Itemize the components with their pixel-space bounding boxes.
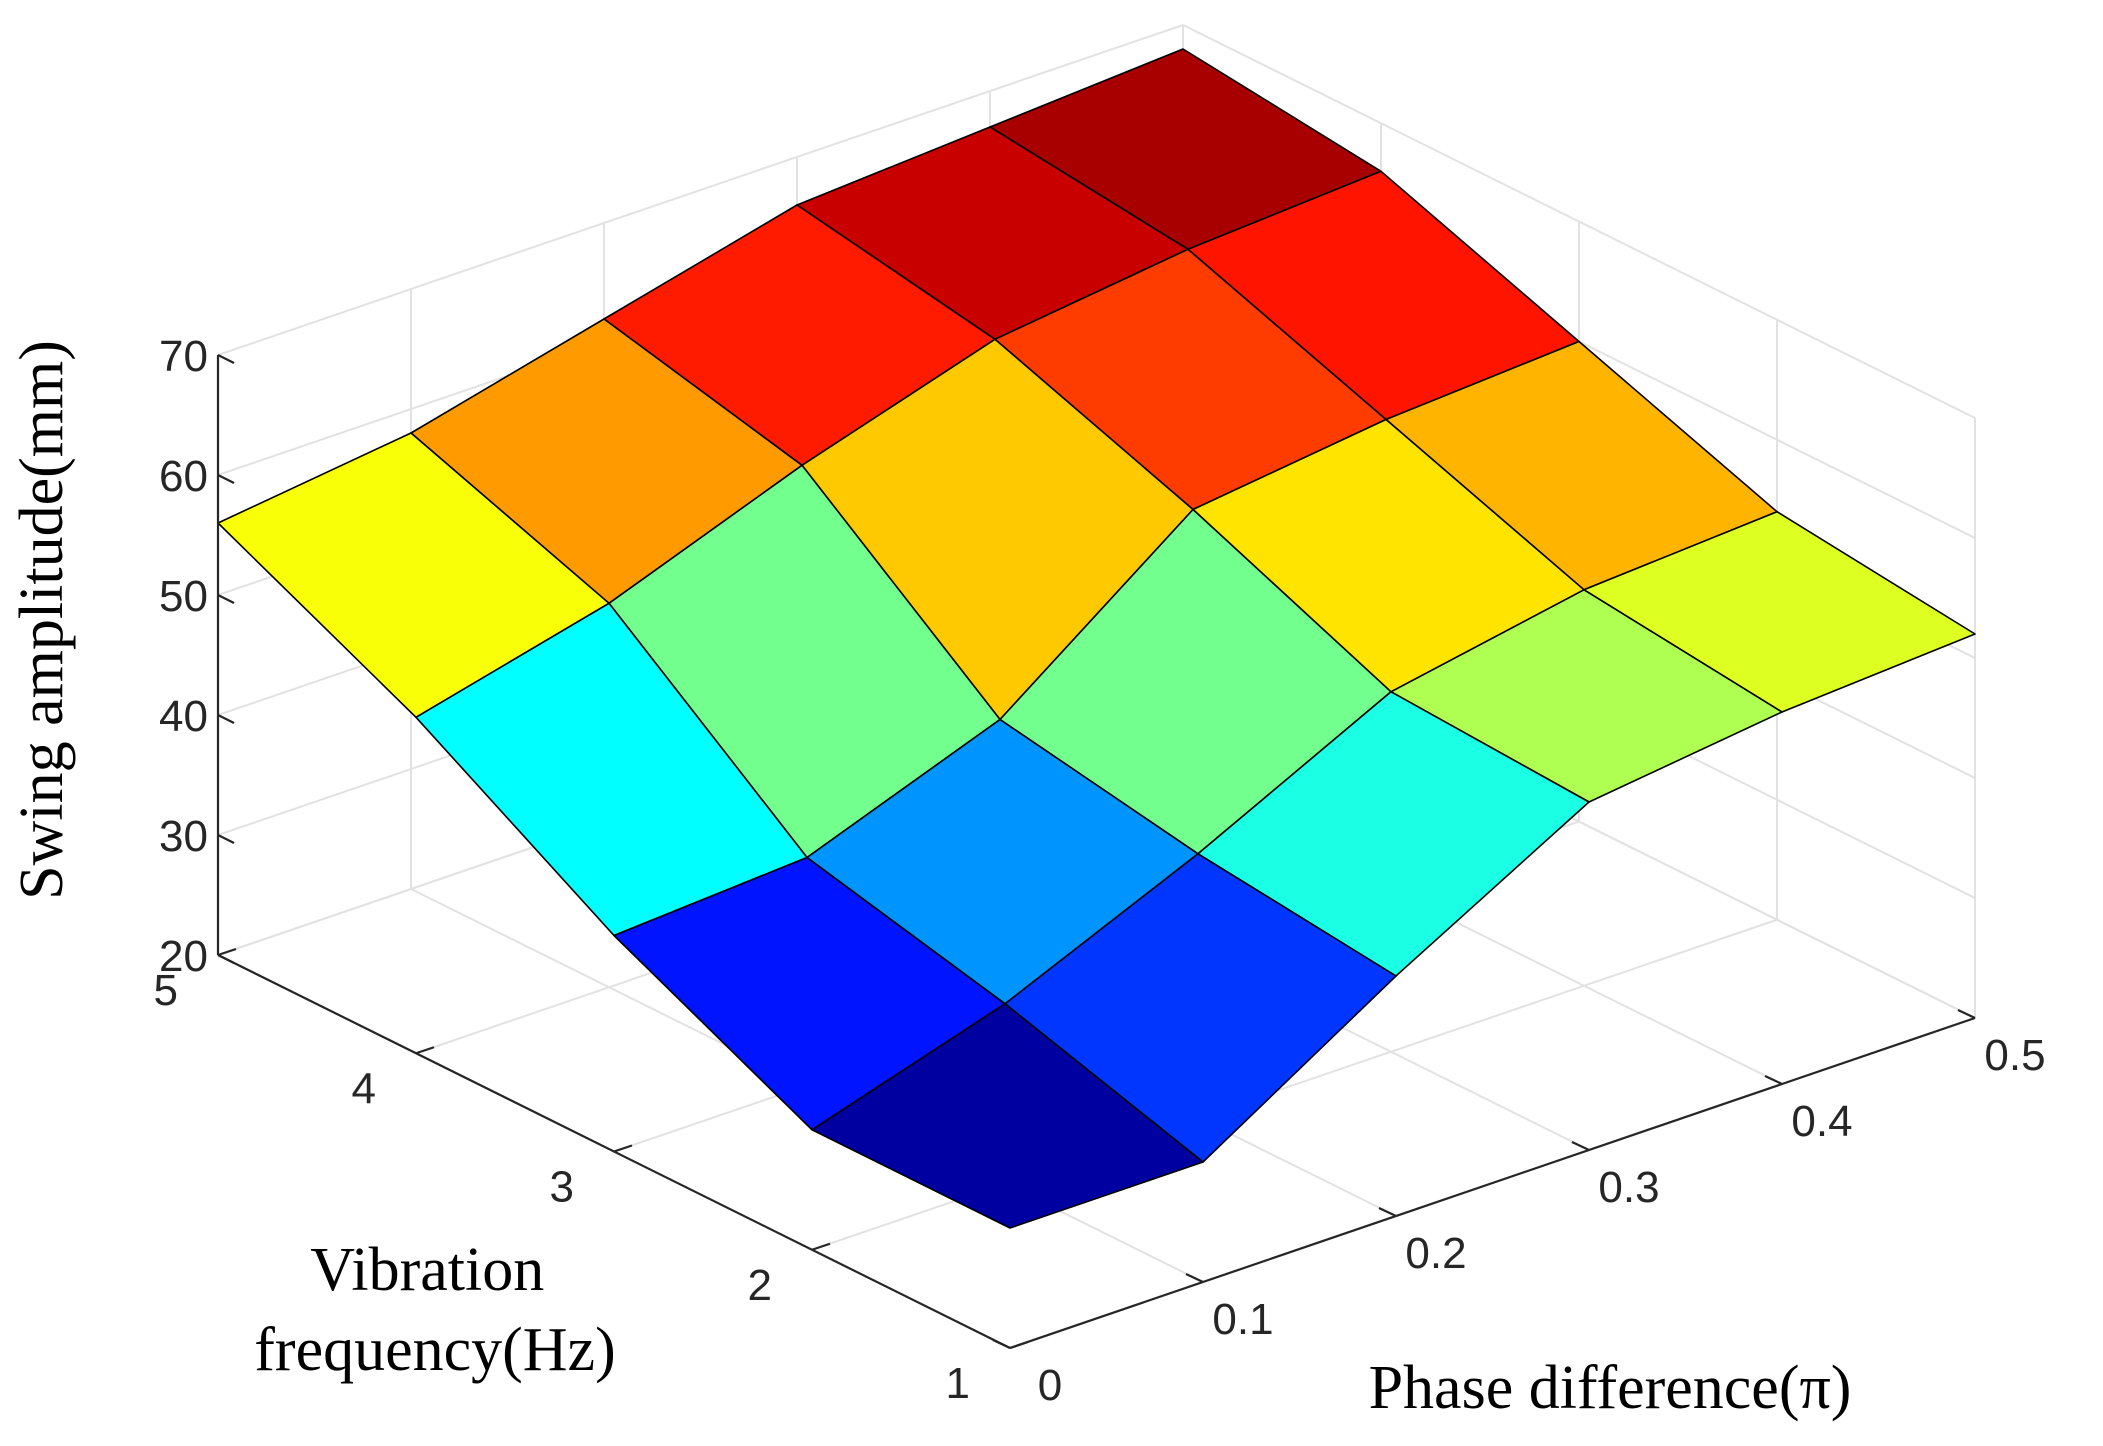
- y-tick: [415, 1046, 435, 1055]
- z-tick-label: 70: [159, 332, 208, 381]
- y-tick: [811, 1242, 831, 1251]
- surface-patch: [811, 1002, 1204, 1229]
- z-tick: [217, 474, 235, 484]
- z-tick: [217, 594, 235, 604]
- y-tick-label: 1: [946, 1359, 970, 1408]
- x-tick-label: 0: [1038, 1361, 1062, 1410]
- x-tick: [1571, 1141, 1590, 1151]
- y-tick-label: 5: [154, 966, 178, 1015]
- x-axis-label: Phase difference(π): [1369, 1354, 1852, 1422]
- y-tick: [217, 947, 237, 957]
- y-tick-label: 2: [748, 1261, 772, 1310]
- x-tick-label: 0.2: [1405, 1229, 1466, 1278]
- x-axis-line: [1009, 1016, 1976, 1350]
- surface-layer: [217, 48, 1976, 1229]
- z-axis-label: Swing amplitude(mm): [8, 340, 76, 900]
- x-tick-label: 0.5: [1984, 1031, 2045, 1080]
- x-tick: [1764, 1075, 1783, 1085]
- x-tick: [1185, 1273, 1204, 1283]
- z-tick-label: 20: [159, 932, 208, 981]
- z-tick: [217, 354, 235, 364]
- x-tick: [1378, 1207, 1397, 1217]
- x-tick-label: 0.4: [1791, 1097, 1852, 1146]
- y-axis-label-line-2: frequency(Hz): [254, 1316, 615, 1384]
- back-wall-grid-line: [217, 24, 1184, 356]
- z-tick-label: 60: [159, 452, 208, 501]
- z-tick-label: 50: [159, 572, 208, 621]
- y-tick-label: 4: [352, 1064, 376, 1113]
- axis-layer: [216, 354, 1976, 1350]
- right-wall-grid-line: [1182, 24, 1976, 419]
- y-tick-label: 3: [550, 1163, 574, 1212]
- x-tick: [992, 1339, 1011, 1349]
- y-tick: [613, 1144, 633, 1153]
- x-tick: [1957, 1009, 1976, 1019]
- y-tick: [1009, 1340, 1029, 1350]
- z-tick: [217, 834, 235, 844]
- z-tick-label: 30: [159, 812, 208, 861]
- x-tick-label: 0.3: [1598, 1163, 1659, 1212]
- x-tick-label: 0.1: [1212, 1295, 1273, 1344]
- z-tick: [217, 714, 235, 724]
- y-axis-label: Vibration frequency(Hz): [254, 1236, 615, 1384]
- z-tick: [217, 954, 235, 964]
- y-axis-label-line-1: Vibration: [310, 1236, 544, 1304]
- z-tick-label: 40: [159, 692, 208, 741]
